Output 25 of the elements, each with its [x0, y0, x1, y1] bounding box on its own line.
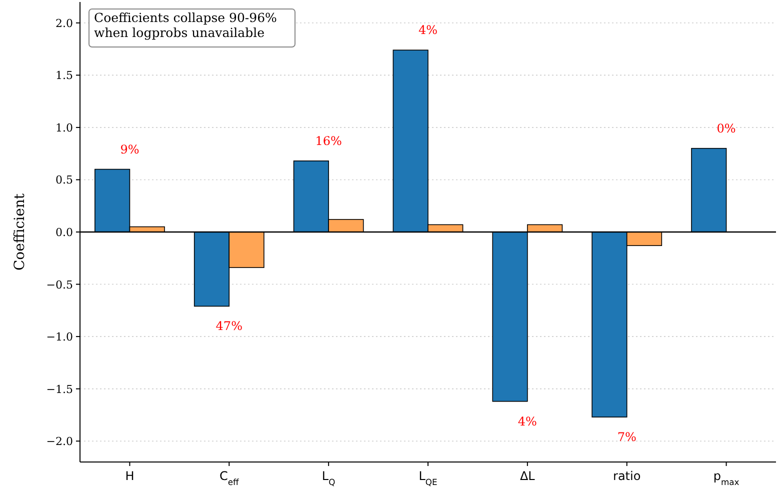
y-tick-label: −0.5	[46, 278, 73, 292]
x-tick-label: p$_{max}$	[713, 469, 740, 487]
annotation: 4%	[418, 23, 438, 38]
x-tick-label: L$_{QE}$	[418, 469, 438, 487]
x-tick-label: C$_{eff}$	[219, 469, 240, 487]
annotation: 47%	[216, 319, 242, 334]
annotation: 16%	[315, 134, 342, 148]
x-tick-label: ratio	[613, 469, 641, 483]
annotation: 4%	[518, 414, 537, 428]
y-tick-label: −1.0	[46, 330, 73, 344]
x-tick-label: H	[125, 469, 134, 483]
y-tick-label: 0.0	[56, 226, 73, 239]
annotation: Coefficients collapse 90-96% when logprobs unavailable	[94, 10, 278, 40]
y-tick-label: 1.5	[56, 69, 73, 82]
annotation: 7%	[617, 430, 636, 444]
annotation: 0%	[716, 121, 736, 136]
y-tick-label: −1.5	[46, 382, 73, 396]
y-axis-title: Coefficient	[12, 193, 28, 271]
y-tick-label: 0.5	[56, 174, 73, 187]
y-tick-label: 1.0	[56, 121, 73, 134]
annotation: 9%	[120, 142, 140, 156]
x-tick-label: ΔL	[520, 469, 536, 483]
y-tick-label: 2.0	[56, 16, 73, 30]
x-tick-label: L$_{Q}$	[322, 469, 336, 487]
y-tick-label: −2.0	[46, 435, 73, 448]
